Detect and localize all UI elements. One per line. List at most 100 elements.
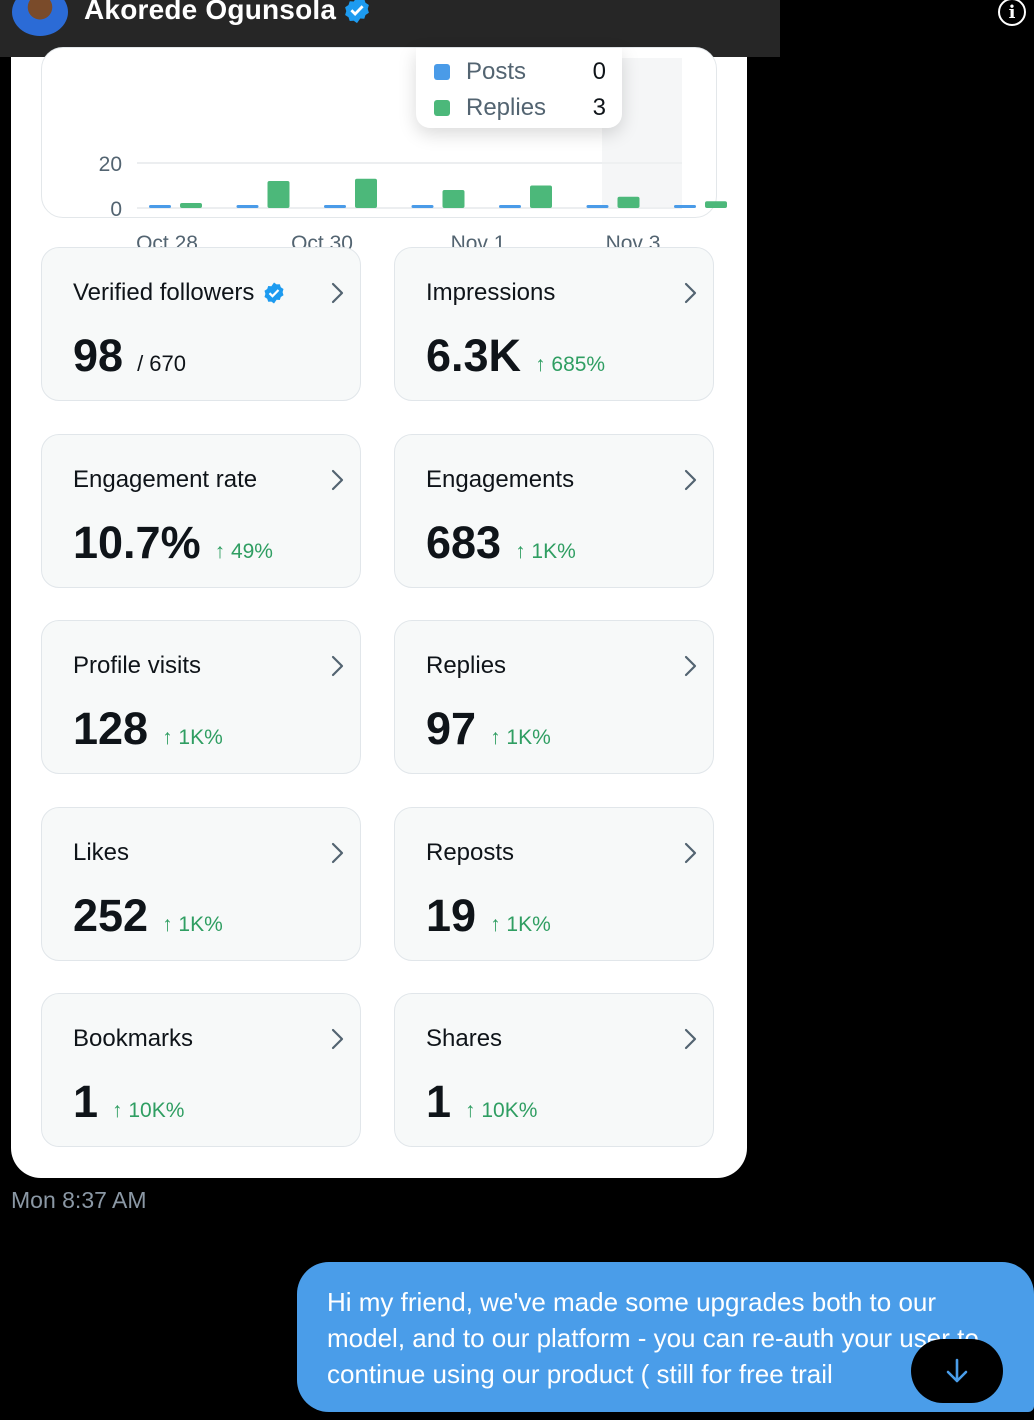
- tooltip-row-posts: Posts 0: [434, 58, 606, 86]
- chart-tooltip: Posts 0 Replies 3: [416, 48, 622, 128]
- metric-label: Likes: [73, 839, 129, 867]
- avatar[interactable]: [12, 0, 68, 36]
- metric-value-row: 128 ↑ 1K%: [73, 703, 223, 755]
- chevron-right-icon: [331, 469, 344, 490]
- metric-tile[interactable]: Profile visits 128 ↑ 1K%: [41, 620, 361, 774]
- metric-delta: ↑ 1K%: [162, 726, 223, 749]
- metric-label-text: Verified followers: [73, 279, 255, 306]
- message-bubble[interactable]: Hi my friend, we've made some upgrades b…: [297, 1262, 1034, 1412]
- info-icon[interactable]: i: [998, 0, 1026, 26]
- metric-delta: ↑ 10K%: [112, 1099, 185, 1122]
- metric-delta: ↑ 685%: [535, 353, 606, 376]
- metric-delta: ↑ 49%: [214, 539, 273, 563]
- chevron-right-icon: [331, 282, 344, 304]
- metric-tile[interactable]: Verified followers 98 / 670: [41, 247, 361, 401]
- metric-value: 97: [426, 703, 477, 754]
- metric-value-row: 10.7% ↑ 49%: [73, 517, 273, 569]
- metric-value-row: 683 ↑ 1K%: [426, 517, 576, 569]
- metric-label-text: Replies: [426, 652, 507, 679]
- metric-label-text: Impressions: [426, 279, 556, 306]
- posts-bar[interactable]: [236, 205, 259, 208]
- metric-label-text: Shares: [426, 1025, 503, 1052]
- metric-value-row: 6.3K ↑ 685%: [426, 330, 605, 382]
- chevron-right-icon: [684, 842, 697, 863]
- metric-tile[interactable]: Bookmarks 1 ↑ 10K%: [41, 993, 361, 1147]
- metric-tile[interactable]: Engagements 683 ↑ 1K%: [394, 433, 714, 588]
- metric-label: Impressions: [426, 279, 555, 307]
- metric-value: 128: [73, 703, 149, 754]
- metric-value: 6.3K: [426, 330, 522, 381]
- metric-value-row: 252 ↑ 1K%: [73, 890, 223, 942]
- metric-label-text: Bookmarks: [73, 1025, 194, 1052]
- metric-tile[interactable]: Reposts 19 ↑ 1K%: [394, 806, 714, 961]
- replies-swatch: [434, 100, 450, 116]
- metric-value: 98: [73, 330, 124, 381]
- arrow-down-icon: [946, 1358, 968, 1383]
- metric-label-text: Profile visits: [73, 652, 202, 679]
- metric-label: Bookmarks: [73, 1025, 193, 1053]
- metric-label: Verified followers: [73, 279, 286, 307]
- tooltip-value: 0: [592, 58, 606, 85]
- metric-label: Shares: [426, 1025, 502, 1053]
- metric-label: Replies: [426, 652, 506, 680]
- metric-value: 19: [426, 889, 477, 941]
- replies-bar[interactable]: [442, 190, 465, 208]
- activity-chart: 0 20 Oct 28 Oct 30 Nov 1 Nov 3 Posts 0 Replie…: [41, 47, 727, 255]
- replies-bar[interactable]: [355, 178, 377, 208]
- posts-bar[interactable]: [324, 205, 346, 208]
- chevron-right-icon: [684, 469, 697, 490]
- analytics-card: 0 20 Oct 28 Oct 30 Nov 1 Nov 3 Posts 0 Replie…: [11, 47, 747, 1178]
- y-tick-label: 20: [99, 153, 122, 176]
- scroll-down-button[interactable]: [911, 1339, 1003, 1403]
- profile-name-text: Akorede Ogunsola: [84, 0, 337, 25]
- posts-swatch: [434, 64, 450, 80]
- metric-value-row: 19 ↑ 1K%: [426, 890, 551, 942]
- metric-tile[interactable]: Likes 252 ↑ 1K%: [41, 806, 361, 961]
- posts-bar[interactable]: [499, 205, 521, 208]
- chevron-right-icon: [684, 1028, 697, 1050]
- chevron-right-icon: [684, 655, 697, 677]
- metric-value-row: 1 ↑ 10K%: [73, 1076, 184, 1128]
- metric-delta: ↑ 1K%: [162, 912, 223, 936]
- metric-tile[interactable]: Replies 97 ↑ 1K%: [394, 620, 714, 774]
- metric-value: 10.7%: [73, 516, 201, 568]
- metric-delta: ↑ 10K%: [465, 1099, 538, 1122]
- metric-label: Engagement rate: [73, 466, 257, 494]
- chevron-right-icon: [331, 842, 344, 863]
- metric-tile[interactable]: Impressions 6.3K ↑ 685%: [394, 247, 714, 401]
- posts-bar[interactable]: [586, 205, 609, 208]
- tooltip-label: Replies: [466, 94, 547, 121]
- metric-tile[interactable]: Shares 1 ↑ 10K%: [394, 993, 714, 1147]
- metric-value: 252: [73, 889, 149, 941]
- metric-label-text: Engagements: [426, 465, 575, 493]
- metric-label: Profile visits: [73, 652, 201, 680]
- chevron-right-icon: [331, 1028, 344, 1050]
- metric-tile[interactable]: Engagement rate 10.7% ↑ 49%: [41, 433, 361, 588]
- metric-value-row: 97 ↑ 1K%: [426, 703, 551, 755]
- posts-bar[interactable]: [411, 205, 434, 208]
- posts-bar[interactable]: [149, 205, 171, 208]
- metric-label-text: Reposts: [426, 838, 515, 866]
- replies-bar[interactable]: [530, 185, 552, 209]
- replies-bar[interactable]: [267, 181, 290, 208]
- replies-bar[interactable]: [180, 203, 202, 208]
- chevron-right-icon: [684, 282, 697, 304]
- metric-delta: ↑ 1K%: [490, 912, 551, 936]
- metric-delta: ↑ 1K%: [515, 539, 576, 563]
- posts-bar[interactable]: [674, 205, 696, 208]
- chevron-right-icon: [331, 655, 344, 677]
- replies-bar[interactable]: [705, 201, 727, 208]
- metric-delta: ↑ 1K%: [490, 726, 551, 749]
- tooltip-label: Posts: [466, 58, 527, 85]
- metric-value: 1: [73, 1076, 99, 1127]
- replies-bar[interactable]: [617, 196, 640, 208]
- metric-label-text: Engagement rate: [73, 465, 258, 493]
- metric-label-text: Likes: [73, 838, 130, 866]
- metric-value: 683: [426, 516, 502, 568]
- metric-value-row: 1 ↑ 10K%: [426, 1076, 537, 1128]
- profile-name[interactable]: Akorede Ogunsola: [84, 0, 372, 26]
- metric-value-row: 98 / 670: [73, 330, 186, 382]
- metric-subvalue: / 670: [137, 351, 186, 376]
- metric-label: Reposts: [426, 839, 514, 867]
- message-timestamp: Mon 8:37 AM: [11, 1187, 147, 1213]
